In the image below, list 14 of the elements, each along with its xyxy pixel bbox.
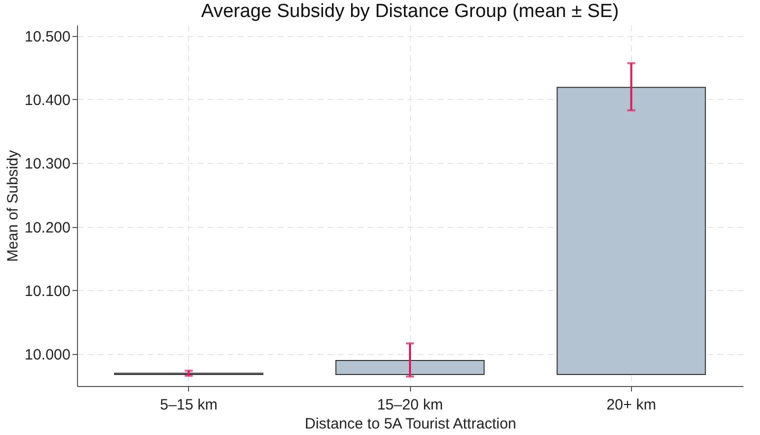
x-tick-label: 20+ km	[606, 396, 656, 414]
y-tick-label: 10.300	[24, 156, 70, 173]
bar	[335, 360, 485, 376]
y-tick-label: 10.200	[24, 219, 70, 236]
chart-title: Average Subsidy by Distance Group (mean ± SE)	[201, 1, 619, 22]
x-tick-label: 15–20 km	[377, 396, 443, 414]
y-tick-label: 10.100	[24, 282, 70, 300]
bar	[556, 86, 706, 376]
y-tick-label: 10.000	[24, 346, 70, 364]
y-tick-label: 10.400	[24, 92, 70, 109]
y-axis-title: Mean of Subsidy	[4, 150, 22, 262]
x-tick-label: 5–15 km	[160, 396, 218, 414]
x-axis-title: Distance to 5A Tourist Attraction	[304, 416, 516, 432]
y-tick-label: 10.500	[24, 28, 70, 46]
